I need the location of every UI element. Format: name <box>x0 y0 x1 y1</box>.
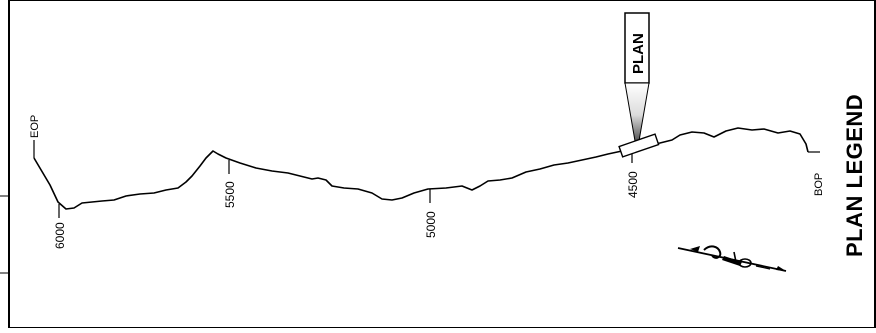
plan-spotlight-cone <box>624 82 650 142</box>
bop-label: BOP <box>813 173 825 196</box>
legend-title: PLAN LEGEND <box>842 94 867 257</box>
station-label-5000: 5000 <box>424 211 438 238</box>
eop-label: EOP <box>29 115 41 138</box>
station-label-5500: 5500 <box>223 181 237 208</box>
plan-callout-label: PLAN <box>630 33 647 74</box>
plan-callout-box <box>624 12 650 84</box>
sheet-border <box>8 0 876 329</box>
station-label-4500: 4500 <box>626 171 640 198</box>
plan-frame-box <box>618 133 660 158</box>
alignment-line <box>33 127 809 210</box>
station-label-6000: 6000 <box>53 222 67 249</box>
plan-callout: PLAN <box>618 12 660 158</box>
north-arrow-icon <box>677 245 787 272</box>
